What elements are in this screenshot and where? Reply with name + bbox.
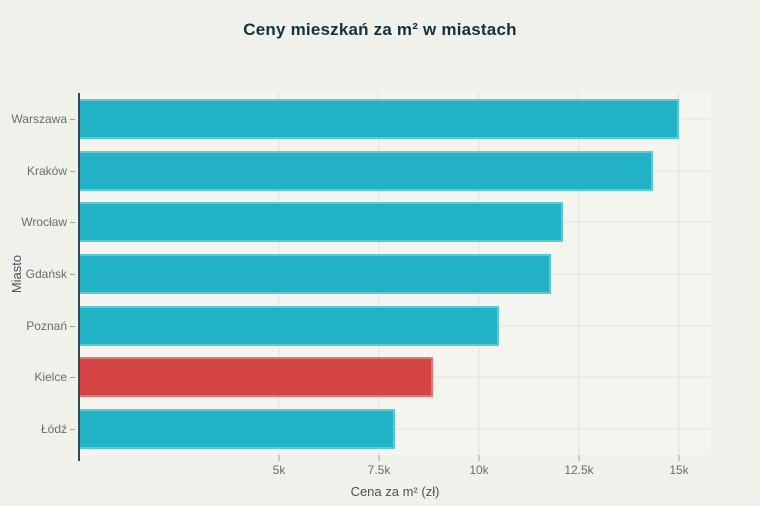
bar-poznań (79, 305, 499, 346)
bar-wrocław (79, 202, 563, 243)
y-tick-mark (70, 325, 75, 327)
x-tick-mark (478, 455, 480, 461)
bar-warszawa (79, 98, 679, 139)
x-tick-mark (378, 455, 380, 461)
y-tick-label: Gdańsk (25, 267, 67, 281)
y-axis-labels: Warszawa Kraków Wrocław Gdańsk Poznań Kielce Ł… (0, 93, 78, 455)
x-axis-title: Cena za m² (zł) (350, 484, 440, 499)
y-tick-mark (70, 429, 75, 431)
bar-kraków (79, 150, 653, 191)
x-tick-mark (278, 455, 280, 461)
bar-gdańsk (79, 254, 551, 294)
y-tick-mark (70, 377, 75, 379)
y-tick-label: Poznań (26, 318, 67, 333)
x-tick-label: 10k (469, 463, 489, 477)
y-tick-label: Warszawa (11, 111, 67, 126)
horizontal-gridline (79, 428, 711, 430)
y-tick-mark (70, 170, 75, 172)
bar-łódź (79, 409, 395, 450)
x-tick-mark (578, 455, 580, 461)
plot-area (79, 93, 711, 455)
y-tick-label: Wrocław (21, 215, 67, 230)
y-tick-mark (70, 222, 75, 224)
y-tick-label: Kielce (34, 370, 67, 385)
x-tick-label: 12.5k (564, 463, 594, 477)
chart-title: Ceny mieszkań za m² w miastach (243, 20, 517, 39)
x-tick-label: 15k (669, 463, 689, 477)
x-tick-label: 5k (272, 463, 286, 477)
bar-kielce (79, 357, 433, 398)
x-tick-mark (678, 455, 680, 461)
y-axis-line (78, 93, 80, 461)
y-tick-mark (70, 274, 75, 275)
y-tick-mark (70, 118, 75, 120)
y-tick-label: Kraków (26, 163, 67, 178)
y-tick-label: Łódź (40, 422, 67, 437)
x-axis-ticks: 5k 7.5k 10k 12.5k 15k (79, 455, 711, 481)
x-tick-label: 7.5k (367, 463, 391, 477)
